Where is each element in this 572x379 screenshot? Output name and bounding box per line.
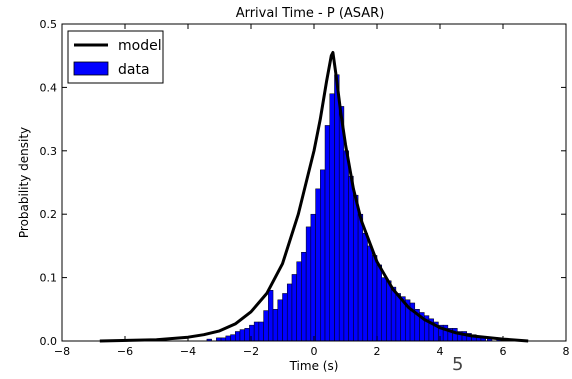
legend-model-label: model: [118, 38, 162, 54]
x-tick-label: 8: [563, 345, 570, 358]
histogram-bar: [277, 299, 283, 342]
y-tick-label: 0.4: [40, 81, 58, 94]
histogram-bar: [301, 251, 307, 342]
histogram-bar: [291, 274, 297, 342]
histogram-bar: [353, 194, 359, 342]
histogram-bar: [282, 293, 288, 342]
y-tick-label: 0.3: [40, 145, 58, 158]
legend: model data: [67, 30, 164, 84]
histogram-bar: [230, 334, 236, 342]
histogram-bar: [386, 280, 392, 342]
histogram-bar: [381, 277, 387, 342]
histogram-bar: [253, 321, 260, 342]
histogram-bar: [310, 213, 316, 342]
histogram-bar: [239, 329, 245, 342]
x-tick-label: 2: [374, 345, 381, 358]
x-tick-label: −4: [180, 345, 196, 358]
histogram-bar: [367, 245, 373, 342]
histogram-bar: [235, 331, 241, 342]
y-axis-label: Probability density: [17, 127, 31, 238]
histogram-bar: [225, 335, 231, 342]
histogram-bar: [263, 310, 269, 342]
axis-ticks: −8 −6 −4 −2 0 2 4 6 8 0.0 0.1 0.2 0.3 0.4 0.5: [40, 18, 570, 358]
chart-title: Arrival Time - P (ASAR): [236, 6, 385, 21]
histogram-bar: [324, 125, 330, 342]
legend-data-swatch: [73, 61, 109, 76]
histogram-bar: [452, 328, 458, 342]
x-tick-label: 4: [437, 345, 444, 358]
x-tick-label: 0: [311, 345, 318, 358]
y-tick-label: 0.5: [40, 18, 58, 31]
histogram-bars: [206, 74, 502, 342]
y-tick-label: 0.0: [40, 335, 58, 348]
histogram-bar: [286, 283, 293, 342]
histogram-bar: [343, 150, 349, 342]
histogram-bar: [258, 321, 264, 342]
histogram-bar: [320, 169, 326, 342]
histogram-bar: [296, 261, 302, 342]
x-tick-label: −2: [243, 345, 259, 358]
histogram-bar: [372, 255, 378, 342]
histogram-bar: [376, 264, 382, 342]
legend-data-label: data: [118, 62, 150, 78]
y-tick-label: 0.2: [40, 208, 58, 221]
histogram-bar: [305, 226, 312, 342]
histogram-bar: [362, 232, 368, 342]
model-line-layer: [99, 51, 529, 343]
histogram-bar: [268, 290, 274, 342]
histogram-bar: [338, 106, 345, 342]
histogram-bar: [315, 188, 321, 342]
histogram-bar: [329, 93, 335, 342]
histogram-bar: [395, 293, 401, 342]
histogram-bar: [357, 213, 364, 342]
histogram-bar: [272, 309, 279, 342]
histogram-bar: [348, 175, 354, 342]
histogram-bar: [390, 286, 397, 342]
y-tick-label: 0.1: [40, 272, 58, 285]
x-tick-label: 6: [500, 345, 507, 358]
histogram-bar: [249, 324, 255, 342]
x-tick-label: −6: [117, 345, 133, 358]
x-axis-label: Time (s): [289, 359, 339, 373]
x-tick-label: −8: [54, 345, 70, 358]
histogram-bar: [244, 328, 250, 342]
histogram-bar: [334, 74, 340, 342]
page-number: 5: [452, 354, 464, 375]
model-line: [99, 51, 529, 343]
